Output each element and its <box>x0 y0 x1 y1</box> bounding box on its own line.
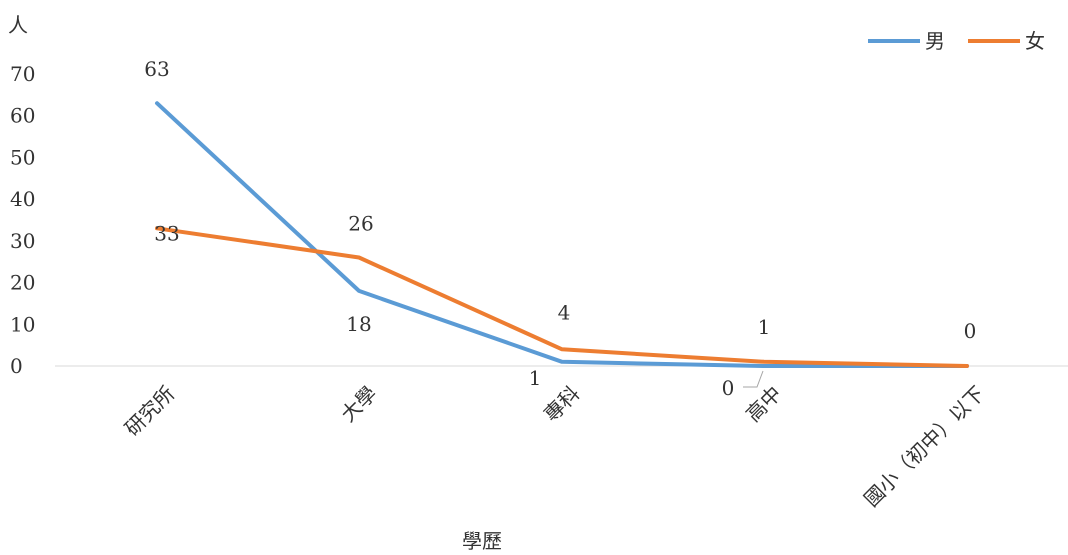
data-label-female: 0 <box>964 319 977 343</box>
y-tick-label: 30 <box>10 229 35 253</box>
data-label-female: 4 <box>558 300 571 324</box>
data-label-male: 63 <box>144 57 169 81</box>
x-category-label: 高中 <box>741 381 786 426</box>
data-label-male: 0 <box>722 376 735 400</box>
x-axis-categories: 研究所 大學 專科 高中 國小（初中）以下 <box>120 381 989 511</box>
series-line-male <box>155 101 969 368</box>
data-label-female: 33 <box>154 221 179 245</box>
x-category-label: 國小（初中）以下 <box>859 381 989 511</box>
data-label-male: 1 <box>529 366 542 390</box>
x-category-label: 專科 <box>539 381 584 426</box>
data-labels: 63 18 1 0 33 26 4 1 0 <box>144 57 976 400</box>
y-tick-label: 20 <box>10 271 35 295</box>
y-axis-title: 人 <box>8 13 28 37</box>
leader-lines <box>743 370 764 388</box>
y-tick-label: 10 <box>10 312 35 336</box>
legend-label: 男 <box>925 29 945 53</box>
data-label-female: 1 <box>758 315 771 339</box>
y-tick-label: 50 <box>10 145 35 169</box>
data-label-male: 18 <box>346 312 371 336</box>
y-tick-label: 40 <box>10 187 35 211</box>
series-lines <box>155 101 969 368</box>
legend-label: 女 <box>1025 29 1045 53</box>
y-tick-label: 60 <box>10 104 35 128</box>
y-axis-ticks: 0 10 20 30 40 50 60 70 <box>10 62 35 378</box>
legend: 男女 <box>868 29 1045 53</box>
x-category-label: 研究所 <box>120 381 179 440</box>
series-line-female <box>155 226 969 368</box>
y-tick-label: 0 <box>10 354 23 378</box>
y-tick-label: 70 <box>10 62 35 86</box>
leader-line <box>743 370 764 388</box>
x-category-label: 大學 <box>336 381 381 426</box>
x-axis-title: 學歷 <box>462 529 502 553</box>
data-label-female: 26 <box>348 212 373 236</box>
